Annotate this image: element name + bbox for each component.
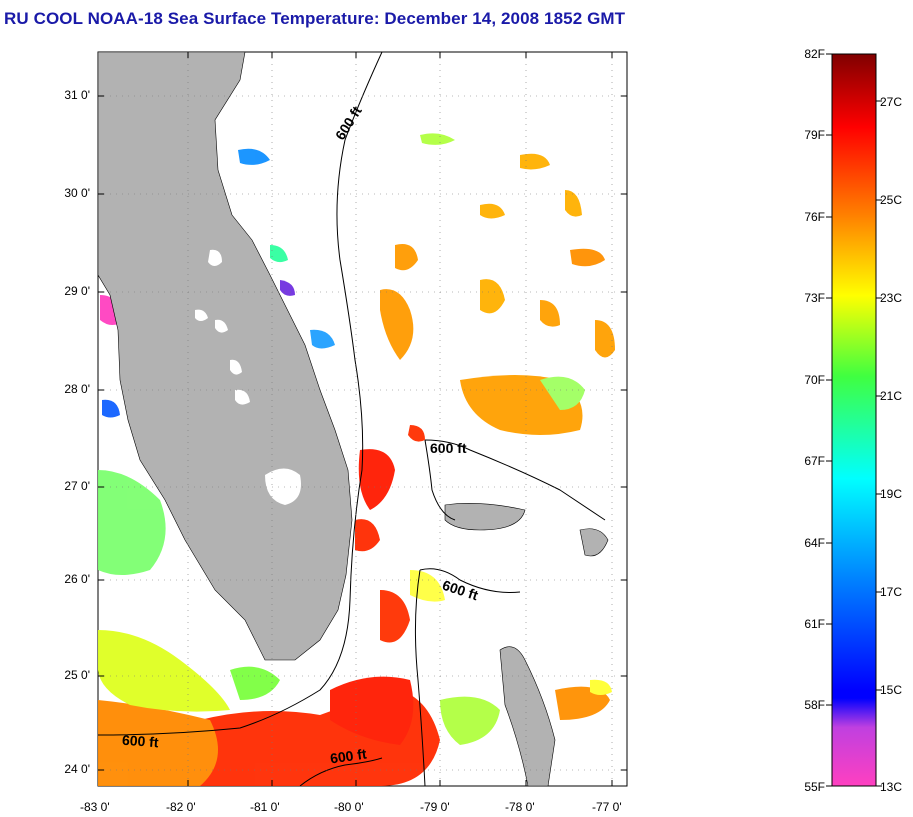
colorbar-f-label: 61F	[804, 617, 825, 631]
lon-label: -80 0'	[334, 800, 364, 814]
sst-patch	[380, 289, 414, 360]
lon-label: -82 0'	[166, 800, 196, 814]
land	[98, 52, 609, 786]
colorbar	[831, 53, 877, 787]
colorbar-c-label: 27C	[880, 95, 903, 109]
map-title: RU COOL NOAA-18 Sea Surface Temperature:…	[4, 9, 626, 28]
sst-patch	[358, 449, 395, 510]
sst-patch	[540, 300, 560, 327]
depth-contours	[98, 52, 606, 786]
contour-line	[98, 52, 383, 736]
florida-landmass	[98, 52, 353, 661]
colorbar-c-label: 19C	[880, 487, 903, 501]
lat-label: 27 0'	[64, 479, 90, 493]
lat-label: 25 0'	[64, 668, 90, 682]
colorbar-f-label: 64F	[804, 536, 825, 550]
colorbar-c-label: 17C	[880, 585, 903, 599]
lat-label: 26 0'	[64, 572, 90, 586]
contour-line	[424, 439, 456, 521]
sst-patch	[230, 666, 280, 700]
sst-patch	[570, 248, 605, 267]
inland-lake	[208, 249, 222, 266]
sst-patch	[480, 203, 505, 219]
colorbar-c-label: 15C	[880, 683, 903, 697]
inland-water	[195, 249, 301, 505]
lon-label: -78 0'	[505, 800, 535, 814]
lat-label: 29 0'	[64, 284, 90, 298]
contour-label: 600 ft	[121, 731, 160, 751]
sst-patch	[590, 679, 612, 695]
contour-line	[419, 568, 521, 593]
colorbar-f-label: 67F	[804, 454, 825, 468]
bahamas-landmass	[444, 503, 526, 531]
colorbar-f-label: 73F	[804, 291, 825, 305]
sst-patch	[395, 244, 418, 271]
axis-ticks	[98, 52, 627, 786]
inland-lake	[235, 389, 250, 405]
sst-patch	[555, 686, 610, 720]
lat-lon-grid	[98, 52, 627, 786]
contour-label: 600 ft	[430, 440, 467, 456]
contour-line	[414, 569, 426, 786]
sst-patch	[98, 470, 166, 575]
sst-patch	[238, 148, 270, 165]
sst-patch	[480, 279, 505, 314]
bahamas-landmass	[579, 528, 609, 557]
contour-line	[424, 439, 606, 521]
lat-label: 28 0'	[64, 382, 90, 396]
lon-label: -77 0'	[592, 800, 622, 814]
lon-label: -83 0'	[80, 800, 110, 814]
colorbar-f-label: 58F	[804, 698, 825, 712]
sst-patch	[595, 320, 615, 358]
lat-label: 31 0'	[64, 88, 90, 102]
sst-patch	[420, 133, 455, 145]
colorbar-c-label: 21C	[880, 389, 903, 403]
lake-okeechobee	[265, 468, 301, 505]
inland-lake	[195, 309, 208, 321]
sst-patch	[408, 425, 425, 442]
colorbar-f-label: 70F	[804, 373, 825, 387]
sst-patch	[355, 519, 380, 552]
sst-patches	[98, 133, 615, 786]
sst-patch	[98, 630, 230, 712]
lon-label: -81 0'	[250, 800, 280, 814]
bahamas-landmass	[499, 646, 556, 786]
sst-patch	[440, 696, 500, 745]
colorbar-f-label: 79F	[804, 128, 825, 142]
sst-patch	[310, 329, 335, 349]
sst-patch	[280, 280, 295, 296]
colorbar-f-label: 82F	[804, 47, 825, 61]
inland-lake	[215, 319, 228, 333]
sst-patch	[565, 190, 582, 217]
sst-patch	[520, 153, 550, 170]
sst-patch	[380, 590, 410, 643]
colorbar-f-label: 76F	[804, 210, 825, 224]
sst-patch	[330, 676, 414, 745]
lat-label: 30 0'	[64, 186, 90, 200]
colorbar-c-label: 25C	[880, 193, 903, 207]
lon-label: -79 0'	[420, 800, 450, 814]
sst-patch	[102, 399, 120, 418]
colorbar-ticks	[826, 53, 882, 787]
colorbar-c-label: 23C	[880, 291, 903, 305]
colorbar-c-label: 13C	[880, 780, 903, 794]
contour-line	[299, 757, 383, 786]
lat-label: 24 0'	[64, 762, 90, 776]
inland-lake	[230, 359, 242, 375]
sst-patch	[270, 245, 288, 263]
sst-patch	[98, 700, 218, 786]
colorbar-f-label: 55F	[804, 780, 825, 794]
sst-patch	[540, 376, 585, 410]
